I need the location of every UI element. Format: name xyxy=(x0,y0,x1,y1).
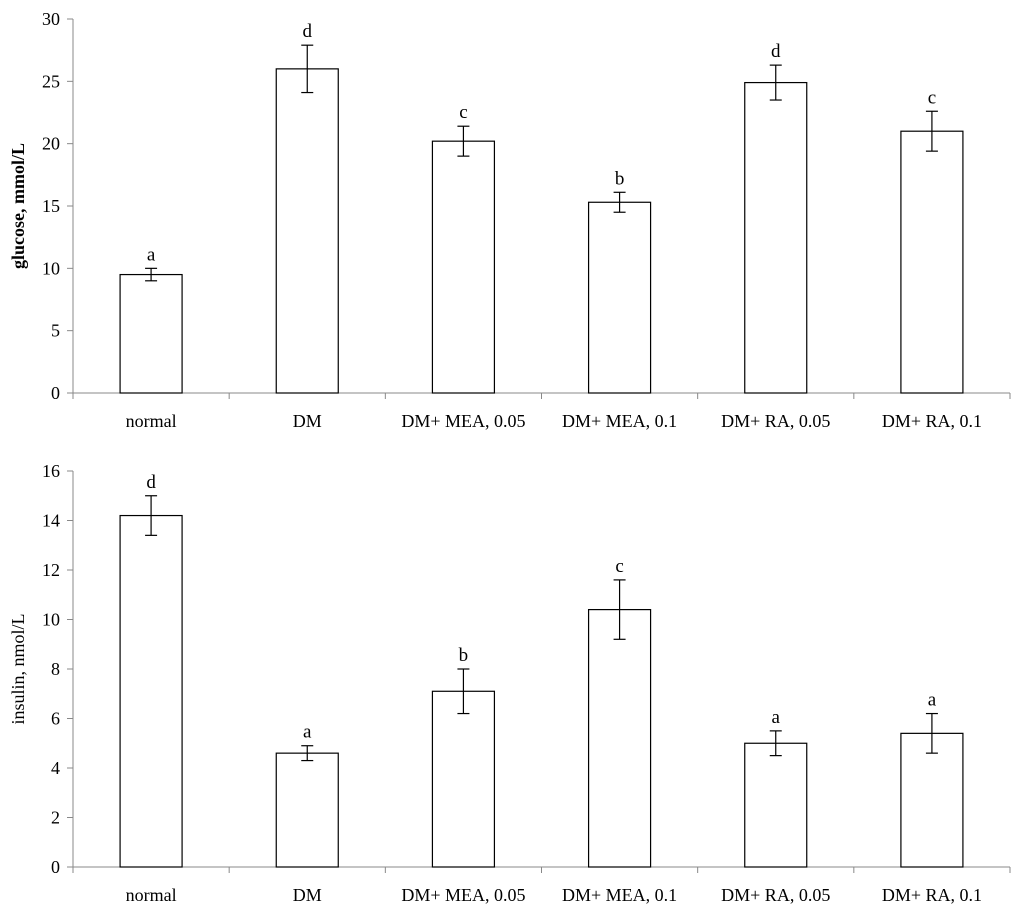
y-tick-label: 0 xyxy=(51,383,60,403)
bar xyxy=(119,514,183,868)
significance-letter: a xyxy=(772,707,781,728)
y-tick-label: 12 xyxy=(42,560,60,580)
y-tick-label: 25 xyxy=(42,71,60,91)
y-tick-label: 15 xyxy=(42,196,60,216)
glucose-chart: 0 5 10 15 20 25 30 glucose, mmol/L a normal d DM c DM… xyxy=(8,9,1011,431)
bar xyxy=(275,68,339,394)
significance-letter: a xyxy=(147,244,156,265)
bar xyxy=(900,130,964,394)
bar xyxy=(587,608,652,868)
category-label: DM+ RA, 0.05 xyxy=(721,885,830,905)
bar xyxy=(744,81,808,394)
bar xyxy=(431,140,496,394)
bar xyxy=(587,201,652,394)
y-axis-label: glucose, mmol/L xyxy=(8,143,28,269)
bar xyxy=(119,273,183,394)
y-tick-label: 30 xyxy=(42,9,60,29)
category-label: normal xyxy=(126,411,177,431)
significance-letter: c xyxy=(459,102,467,123)
significance-letter: a xyxy=(303,722,312,743)
y-tick-label: 5 xyxy=(51,321,60,341)
y-tick-label: 6 xyxy=(51,709,60,729)
category-label: DM+ RA, 0.05 xyxy=(721,411,830,431)
bar xyxy=(744,742,808,868)
bar xyxy=(275,752,339,868)
significance-letter: d xyxy=(771,41,781,62)
category-label: DM+ MEA, 0.1 xyxy=(562,885,677,905)
y-tick-label: 10 xyxy=(42,610,60,630)
y-axis-label: insulin, nmol/L xyxy=(8,613,28,724)
category-label: DM+ RA, 0.1 xyxy=(882,411,982,431)
significance-letter: c xyxy=(615,556,623,577)
category-label: DM+ MEA, 0.05 xyxy=(401,411,525,431)
y-tick-label: 0 xyxy=(51,857,60,877)
y-tick-label: 16 xyxy=(42,461,60,481)
category-label: DM+ MEA, 0.1 xyxy=(562,411,677,431)
y-tick-label: 8 xyxy=(51,659,60,679)
bar xyxy=(431,690,496,868)
significance-letter: c xyxy=(928,87,936,108)
y-tick-label: 14 xyxy=(42,511,60,531)
significance-letter: d xyxy=(303,21,313,42)
y-tick-label: 20 xyxy=(42,134,60,154)
category-label: normal xyxy=(126,885,177,905)
category-label: DM xyxy=(293,885,322,905)
significance-letter: b xyxy=(459,645,469,666)
significance-letter: a xyxy=(928,690,937,711)
y-tick-label: 4 xyxy=(51,758,60,778)
significance-letter: d xyxy=(146,472,156,493)
y-tick-label: 2 xyxy=(51,808,60,828)
bar xyxy=(900,732,964,868)
category-label: DM+ RA, 0.1 xyxy=(882,885,982,905)
insulin-chart: 0 2 4 6 8 10 12 14 16 insulin, nmol/L d normal a DM b D… xyxy=(8,461,1011,905)
category-label: DM xyxy=(293,411,322,431)
y-tick-label: 10 xyxy=(42,258,60,278)
significance-letter: b xyxy=(615,168,625,189)
category-label: DM+ MEA, 0.05 xyxy=(401,885,525,905)
